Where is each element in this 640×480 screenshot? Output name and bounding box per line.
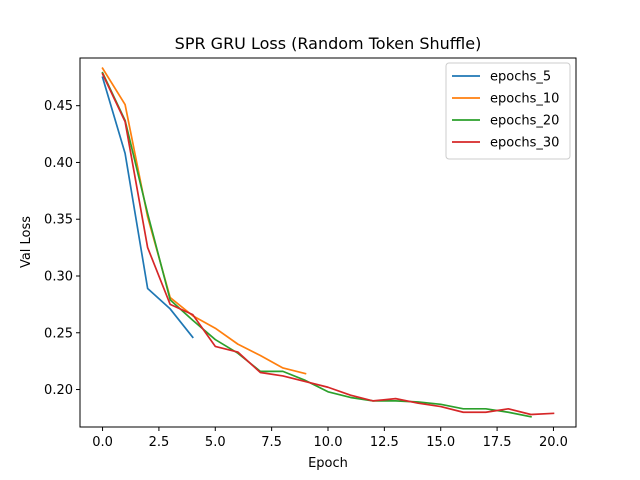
y-tick-label: 0.20 [44, 383, 73, 398]
y-tick-label: 0.25 [44, 326, 73, 341]
series-line-epochs-5 [101, 76, 194, 339]
y-axis: 0.20 0.25 0.30 0.35 0.40 0.45 [44, 99, 80, 398]
legend-label-epochs-30: epochs_30 [490, 136, 559, 151]
legend: epochs_5 epochs_10 epochs_20 epochs_30 [445, 62, 571, 160]
x-tick-label: 2.5 [149, 435, 170, 450]
x-tick-label: 7.5 [261, 435, 282, 450]
y-tick-label: 0.40 [44, 156, 73, 171]
y-axis-title: Val Loss [19, 216, 34, 268]
legend-label-epochs-10: epochs_10 [490, 92, 559, 107]
series-line-epochs-10 [101, 67, 307, 375]
x-tick-label: 0.0 [92, 435, 113, 450]
series-group [101, 67, 555, 418]
series-line-epochs-20 [101, 71, 532, 418]
y-tick-label: 0.30 [44, 269, 73, 284]
x-tick-label: 20.0 [539, 435, 568, 450]
legend-box [445, 62, 571, 160]
y-tick-label: 0.45 [44, 99, 73, 114]
chart-title: SPR GRU Loss (Random Token Shuffle) [175, 34, 482, 53]
x-tick-label: 10.0 [314, 435, 343, 450]
x-axis: 0.0 2.5 5.0 7.5 10.0 12.5 15.0 17.5 20.0 [92, 427, 568, 450]
x-tick-label: 15.0 [426, 435, 455, 450]
x-tick-label: 12.5 [370, 435, 399, 450]
legend-label-epochs-5: epochs_5 [490, 70, 551, 85]
x-tick-label: 17.5 [483, 435, 512, 450]
series-line-epochs-30 [101, 72, 555, 416]
x-tick-label: 5.0 [205, 435, 226, 450]
y-tick-label: 0.35 [44, 213, 73, 228]
x-axis-title: Epoch [308, 456, 348, 471]
legend-label-epochs-20: epochs_20 [490, 114, 559, 129]
